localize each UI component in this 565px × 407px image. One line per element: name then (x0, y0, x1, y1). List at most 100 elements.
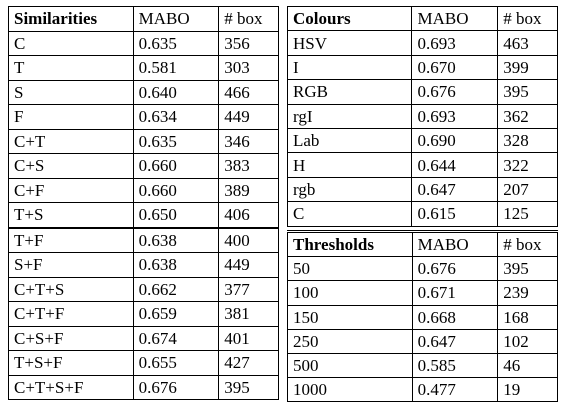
table-row: rgb 0.647 207 (286, 176, 558, 203)
thresholds-table: Thresholds MABO # box 50 0.676 395 100 0.671 239… (287, 230, 558, 403)
table-cell: 0.638 (132, 226, 220, 253)
table-cell: 250 (287, 328, 413, 354)
header-row: Colours MABO # box (286, 5, 558, 32)
header-cell: # box (497, 5, 558, 32)
table-cell: 466 (218, 79, 279, 105)
table-cell: Lab (286, 127, 413, 154)
table-row: H 0.644 322 (286, 152, 558, 178)
table-cell: 449 (218, 252, 279, 278)
table-row: rgI 0.693 362 (286, 103, 558, 129)
table-cell: C+F (8, 177, 134, 203)
table-cell: 0.615 (411, 201, 499, 227)
table-cell: C+T+S+F (8, 374, 134, 400)
table-cell: 0.650 (132, 202, 220, 228)
table-cell: 328 (497, 127, 558, 154)
table-cell: 0.585 (411, 352, 499, 379)
table-row: 100 0.671 239 (287, 280, 558, 306)
header-row: Thresholds MABO # box (287, 230, 558, 258)
table-cell: 0.635 (132, 30, 220, 56)
table-cell: 207 (497, 176, 558, 203)
table-cell: 322 (497, 152, 558, 178)
table-cell: 0.660 (132, 177, 220, 203)
table-row: S+F 0.638 449 (8, 252, 279, 278)
table-cell: 395 (497, 256, 558, 282)
table-cell: 0.659 (132, 301, 220, 327)
table-cell: 377 (218, 276, 279, 302)
table-row: C+T 0.635 346 (8, 128, 279, 154)
table-cell: 125 (497, 201, 558, 227)
table-row: T 0.581 303 (8, 55, 279, 81)
table-cell: HSV (286, 30, 413, 56)
table-cell: C+T (8, 128, 134, 154)
header-row: Similarities MABO # box (8, 6, 279, 32)
table-cell: T+F (8, 226, 134, 253)
table-cell: 406 (218, 202, 279, 228)
table-row: Lab 0.690 328 (286, 127, 558, 154)
table-cell: 0.670 (411, 54, 499, 81)
table-cell: 0.676 (411, 256, 499, 282)
table-row: S 0.640 466 (8, 79, 279, 105)
table-cell: 50 (287, 256, 413, 282)
header-cell: MABO (411, 230, 499, 258)
table-cell: F (8, 104, 134, 130)
table-row: C 0.615 125 (286, 201, 558, 227)
table-row: 500 0.585 46 (287, 352, 558, 379)
table-cell: 303 (218, 55, 279, 81)
table-row: C+T+S 0.662 377 (8, 276, 279, 302)
header-cell: MABO (411, 5, 499, 32)
table-cell: 46 (497, 352, 558, 379)
table-cell: 100 (287, 280, 413, 306)
table-cell: 400 (218, 226, 279, 253)
table-cell: 0.693 (411, 30, 499, 56)
table-cell: 389 (218, 177, 279, 203)
table-row: RGB 0.676 395 (286, 79, 558, 105)
table-cell: C+S+F (8, 325, 134, 351)
table-cell: 0.644 (411, 152, 499, 178)
table-cell: rgI (286, 103, 413, 129)
table-cell: 0.634 (132, 104, 220, 130)
table-row: 50 0.676 395 (287, 256, 558, 282)
table-cell: 0.581 (132, 55, 220, 81)
table-cell: 346 (218, 128, 279, 154)
table-row: T+F 0.638 400 (8, 226, 279, 253)
table-cell: 0.655 (132, 350, 220, 376)
header-cell: # box (218, 6, 279, 32)
header-cell: Similarities (8, 6, 134, 32)
table-row: C+S+F 0.674 401 (8, 325, 279, 351)
table-row: C+T+S+F 0.676 395 (8, 374, 279, 400)
table-row: 150 0.668 168 (287, 304, 558, 330)
header-cell: # box (497, 230, 558, 258)
table-cell: 150 (287, 304, 413, 330)
table-cell: 449 (218, 104, 279, 130)
table-cell: I (286, 54, 413, 81)
table-cell: C+T+S (8, 276, 134, 302)
table-cell: 362 (497, 103, 558, 129)
table-cell: 0.638 (132, 252, 220, 278)
table-cell: T (8, 55, 134, 81)
table-cell: 395 (218, 374, 279, 400)
table-cell: 102 (497, 328, 558, 354)
table-cell: 1000 (287, 377, 413, 403)
table-cell: 500 (287, 352, 413, 379)
table-cell: 19 (497, 377, 558, 403)
table-cell: 0.647 (411, 328, 499, 354)
table-row: C+T+F 0.659 381 (8, 301, 279, 327)
table-cell: S (8, 79, 134, 105)
table-cell: 463 (497, 30, 558, 56)
table-row: HSV 0.693 463 (286, 30, 558, 56)
table-cell: RGB (286, 79, 413, 105)
table-cell: 0.671 (411, 280, 499, 306)
header-cell: Colours (286, 5, 413, 32)
table-cell: T+S+F (8, 350, 134, 376)
table-cell: 168 (497, 304, 558, 330)
table-cell: 383 (218, 153, 279, 179)
table-row: C 0.635 356 (8, 30, 279, 56)
table-cell: 381 (218, 301, 279, 327)
header-cell: MABO (132, 6, 220, 32)
table-cell: 0.647 (411, 176, 499, 203)
table-cell: C (8, 30, 134, 56)
table-row: 250 0.647 102 (287, 328, 558, 354)
colours-table: Colours MABO # box HSV 0.693 463 I 0.670 399 RGB 0… (286, 5, 558, 227)
table-row: T+S 0.650 406 (8, 202, 279, 228)
